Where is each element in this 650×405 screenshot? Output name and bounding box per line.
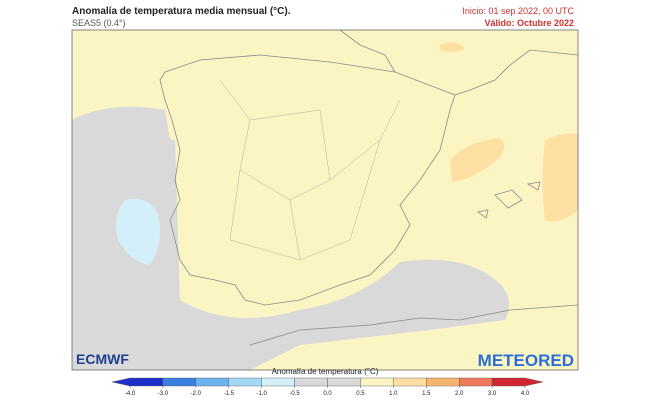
map: ECMWF METEORED — [71, 29, 579, 371]
map-frame — [71, 29, 579, 371]
colorbar-segment — [393, 377, 427, 387]
anomaly-warm — [542, 133, 578, 222]
colorbar-segment — [228, 377, 262, 387]
anomaly-cold — [116, 199, 161, 265]
colorbar-tick-label: -1.5 — [224, 391, 235, 397]
colorbar-segment — [327, 377, 361, 387]
init-date: Inicio: 01 sep 2022, 00 UTC — [462, 6, 574, 16]
colorbar-tick-label: 3.0 — [488, 391, 497, 397]
anomaly-warm — [450, 138, 505, 182]
colorbar-tick-label: 1.0 — [389, 391, 398, 397]
sea-neutral — [72, 106, 170, 145]
colorbar: Anomalía de temperatura (°C) -4.0 -3.0 -2.… — [111, 367, 544, 397]
colorbar-tick-label: 2.0 — [455, 391, 464, 397]
logo-ecmwf: ECMWF — [76, 351, 129, 367]
map-content — [72, 30, 578, 370]
colorbar-tick-label: -3.0 — [158, 391, 169, 397]
valid-date: Válido: Octubre 2022 — [484, 18, 574, 28]
colorbar-segment — [458, 377, 493, 387]
colorbar-tick-label: 1.5 — [422, 391, 431, 397]
logo-meteored: METEORED — [478, 351, 574, 370]
anomaly-warm — [440, 42, 465, 53]
coastline-balearics — [477, 181, 541, 219]
coastline-iberia — [159, 54, 456, 306]
sea-neutral — [72, 132, 510, 370]
admin-borders — [219, 79, 401, 261]
colorbar-segment — [491, 377, 544, 387]
colorbar-tick-label: -0.5 — [289, 391, 300, 397]
colorbar-tick-label: 4.0 — [521, 391, 530, 397]
colorbar-segment — [426, 377, 460, 387]
colorbar-title: Anomalía de temperatura (°C) — [272, 367, 379, 376]
colorbar-segment — [294, 377, 328, 387]
colorbar-segment — [195, 377, 229, 387]
colorbar-tick-label: 0.0 — [323, 391, 332, 397]
colorbar-tick-label: -2.0 — [191, 391, 202, 397]
colorbar-segment — [360, 377, 394, 387]
colorbar-segment — [162, 377, 197, 387]
colorbar-segment — [261, 377, 295, 387]
coastline-france — [339, 30, 578, 96]
coastline-africa — [249, 304, 578, 346]
map-subtitle: SEAS5 (0.4°) — [72, 18, 126, 28]
colorbar-tick-label: 0.5 — [356, 391, 365, 397]
map-title: Anomalía de temperatura media mensual (°… — [72, 6, 291, 17]
colorbar-tick-label: -1.0 — [256, 391, 267, 397]
colorbar-tick-label: -4.0 — [125, 391, 136, 397]
